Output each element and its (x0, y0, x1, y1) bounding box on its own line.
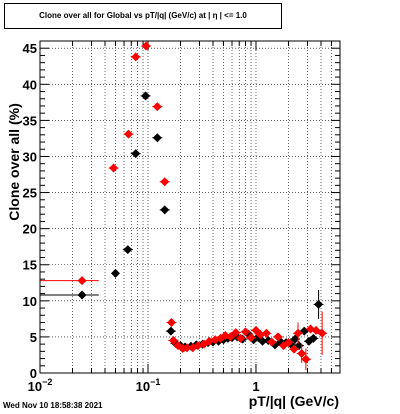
data-point (160, 177, 170, 187)
y-tick-label: 0 (30, 366, 37, 381)
data-point (123, 129, 133, 139)
data-point (289, 344, 299, 354)
y-axis-title: Clone over all (%) (6, 103, 22, 220)
data-point (236, 333, 246, 343)
series-2 (40, 41, 328, 371)
data-point (261, 328, 271, 338)
x-tick-label: 10−2 (28, 377, 53, 394)
x-tick-label: 1 (252, 379, 259, 394)
data-point (293, 328, 303, 338)
tick-labels: 0 5 10 15 20 25 30 35 40 45 10−2 10−1 1 (23, 41, 260, 394)
y-tick-label: 10 (23, 294, 37, 309)
data-point (255, 330, 265, 340)
y-tick-label: 25 (23, 186, 37, 201)
data-point (283, 338, 293, 348)
y-tick-label: 40 (23, 77, 37, 92)
data-point (231, 328, 241, 338)
data-point (109, 163, 119, 173)
chart-title-box: Clone over all for Global vs pT/|q| (GeV… (4, 3, 282, 29)
data-point (141, 91, 151, 101)
plot-frame (39, 40, 341, 374)
data-point (110, 268, 120, 278)
data-point (314, 299, 324, 309)
data-point (246, 333, 256, 343)
data-point (152, 133, 162, 143)
x-axis-title: pT/|q| (GeV/c) (249, 393, 339, 409)
data-point (77, 276, 87, 286)
data-point (152, 102, 162, 112)
data-point (204, 336, 214, 346)
y-tick-label: 5 (30, 330, 37, 345)
data-point (182, 343, 192, 353)
y-tick-label: 35 (23, 113, 37, 128)
data-point (225, 332, 235, 342)
data-point (160, 205, 170, 215)
x-tick-label: 10−1 (136, 377, 161, 394)
chart-title: Clone over all for Global vs pT/|q| (GeV… (39, 11, 247, 20)
data-point (131, 149, 141, 159)
data-point (166, 317, 176, 327)
y-tick-label: 20 (23, 222, 37, 237)
data-point (166, 326, 176, 336)
data-markers (40, 41, 328, 371)
data-point (241, 327, 251, 337)
data-point (267, 337, 277, 347)
timestamp-footer: Wed Nov 10 18:58:38 2021 (3, 401, 103, 410)
data-point (297, 349, 307, 359)
data-point (251, 325, 261, 335)
data-point (317, 328, 327, 338)
data-point (308, 333, 318, 343)
data-point (77, 290, 87, 300)
data-point (141, 41, 151, 51)
data-point (168, 336, 178, 346)
y-tick-label: 30 (23, 149, 37, 164)
data-point (193, 341, 203, 351)
data-point (273, 332, 283, 342)
data-point (301, 354, 311, 364)
plot-background (40, 41, 340, 373)
y-tick-label: 45 (23, 41, 37, 56)
data-point (131, 52, 141, 62)
data-point (123, 245, 133, 255)
y-tick-label: 15 (23, 258, 37, 273)
